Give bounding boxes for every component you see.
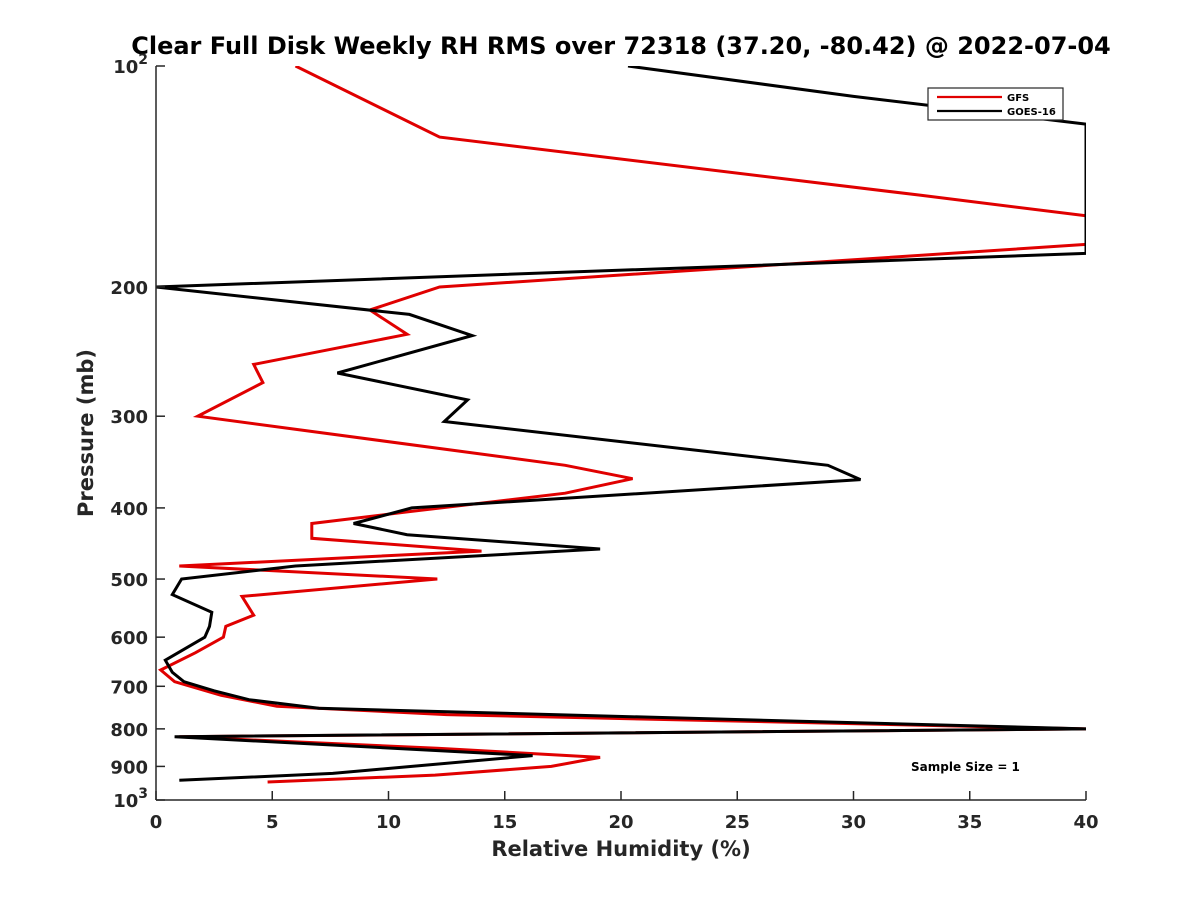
x-tick-label: 0 — [150, 812, 163, 833]
x-tick-label: 35 — [957, 812, 982, 833]
y-tick-label: 700 — [110, 677, 148, 698]
y-tick-label: 200 — [110, 278, 148, 299]
y-tick-label-exponent: 3 — [138, 786, 148, 802]
y-axis-label: Pressure (mb) — [74, 349, 98, 517]
legend-label-goes16: GOES-16 — [1007, 107, 1056, 118]
y-tick-label-exponent: 2 — [138, 52, 148, 68]
y-tick-label: 300 — [110, 407, 148, 428]
y-tick-label-base: 600 — [110, 628, 148, 649]
legend-label-gfs: GFS — [1007, 93, 1029, 104]
x-tick-label: 5 — [266, 812, 279, 833]
x-tick-label: 25 — [725, 812, 750, 833]
series-line-goes-16 — [156, 66, 1086, 782]
y-tick-label: 900 — [110, 757, 148, 778]
legend: GFS GOES-16 — [927, 87, 1064, 121]
y-tick-label-base: 800 — [110, 720, 148, 741]
x-tick-label: 30 — [841, 812, 866, 833]
y-tick-label-base: 10 — [113, 57, 138, 78]
x-tick-label: 40 — [1073, 812, 1098, 833]
series-line-gfs — [157, 66, 1086, 784]
y-tick-label: 102 — [113, 52, 148, 78]
x-axis-ticks: 0 5 10 15 20 25 30 35 40 — [150, 791, 1099, 833]
legend-box — [927, 87, 1064, 121]
y-tick-label: 600 — [110, 628, 148, 649]
y-tick-label-base: 10 — [113, 791, 138, 812]
x-tick-label: 20 — [608, 812, 633, 833]
series-layer — [156, 66, 1086, 784]
y-tick-label: 500 — [110, 570, 148, 591]
x-axis-label: Relative Humidity (%) — [491, 837, 750, 861]
chart-title: Clear Full Disk Weekly RH RMS over 72318… — [131, 32, 1111, 60]
y-tick-label-base: 900 — [110, 757, 148, 778]
y-tick-label: 400 — [110, 499, 148, 520]
y-tick-label-base: 400 — [110, 499, 148, 520]
y-tick-label-base: 300 — [110, 407, 148, 428]
y-tick-label: 103 — [113, 786, 148, 812]
y-tick-label-base: 200 — [110, 278, 148, 299]
y-tick-label-base: 500 — [110, 570, 148, 591]
sample-size-annotation: Sample Size = 1 — [911, 760, 1020, 774]
x-tick-label: 10 — [376, 812, 401, 833]
y-tick-label: 800 — [110, 720, 148, 741]
x-tick-label: 15 — [492, 812, 517, 833]
plot-area: 0 5 10 15 20 25 30 35 40 10220030040050060070080… — [110, 52, 1098, 833]
y-tick-label-base: 700 — [110, 677, 148, 698]
